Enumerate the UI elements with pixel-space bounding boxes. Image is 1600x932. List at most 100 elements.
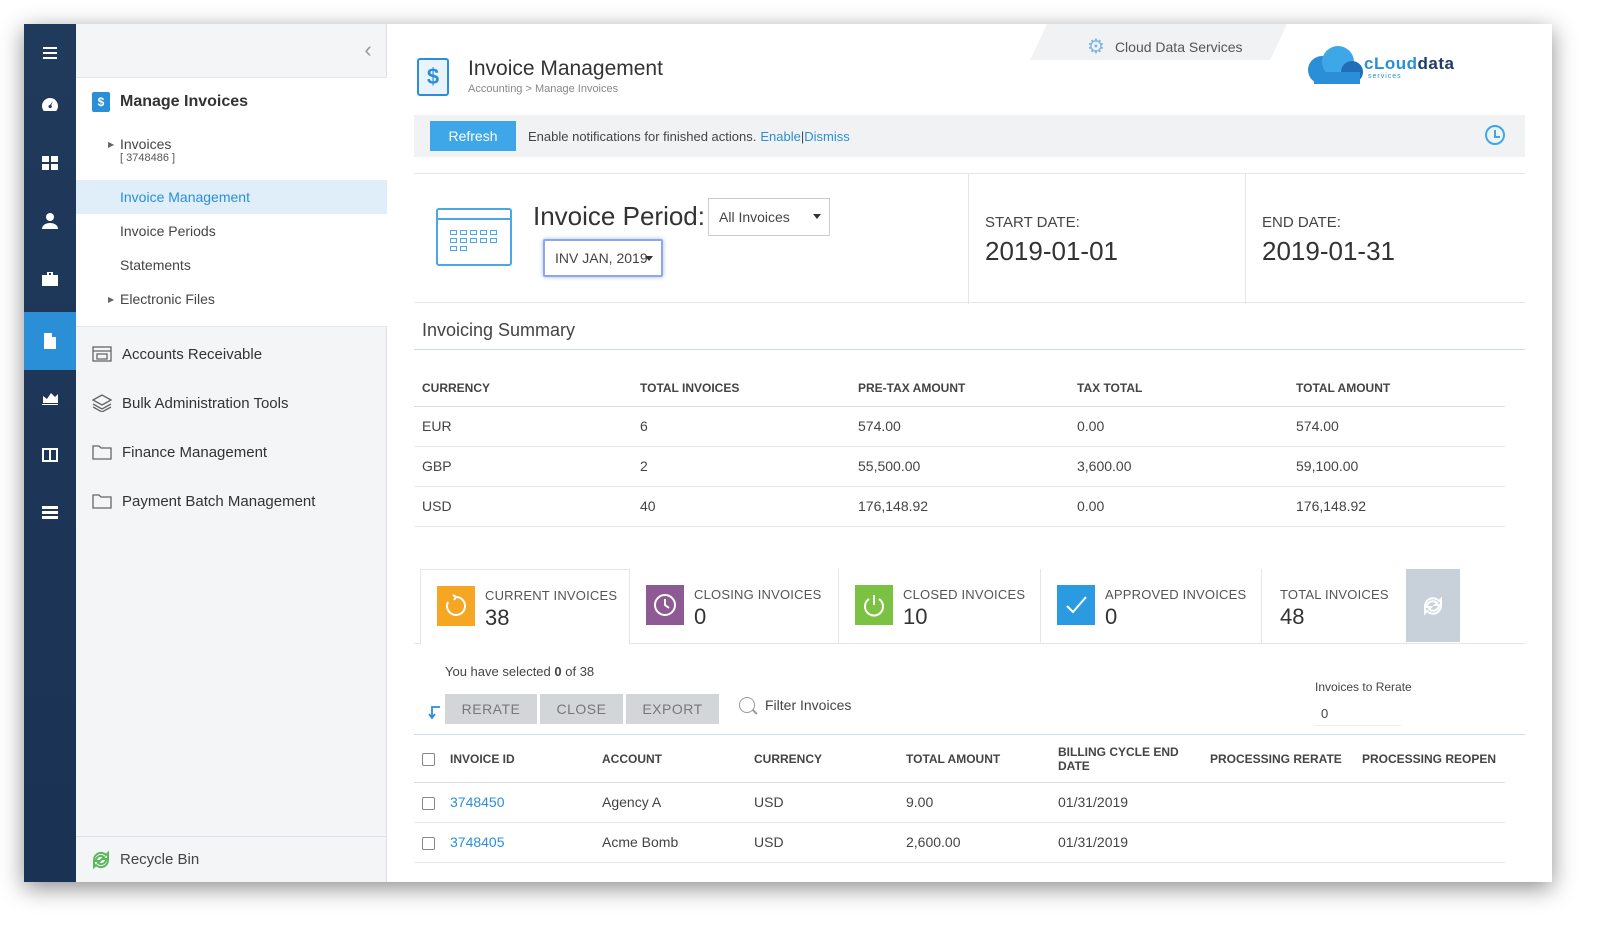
tab-total-invoices[interactable]: TOTAL INVOICES 48 xyxy=(1262,569,1406,644)
sidebar-item-label: Invoices xyxy=(120,136,172,152)
sidebar-item-invoice-management[interactable]: Invoice Management xyxy=(76,180,387,214)
tab-label: APPROVED INVOICES xyxy=(1105,587,1247,602)
sidebar-item-invoice-periods[interactable]: Invoice Periods xyxy=(76,214,387,248)
service-name: Cloud Data Services xyxy=(1114,38,1243,55)
invoice-status-tabs: CURRENT INVOICES 38 CLOSING INVOICES 0 xyxy=(414,569,1525,645)
folder-icon xyxy=(92,494,112,509)
refresh-button[interactable]: Refresh xyxy=(430,121,516,151)
invoicing-summary-title: Invoicing Summary xyxy=(422,320,576,340)
table-cell: 574.00 xyxy=(850,406,1069,447)
selection-count: 0 xyxy=(554,664,562,679)
service-selector[interactable]: ⚙ Cloud Data Services xyxy=(1087,34,1243,59)
selection-suffix: of 38 xyxy=(561,664,595,679)
tab-closing-invoices[interactable]: CLOSING INVOICES 0 xyxy=(630,569,839,644)
server-icon[interactable] xyxy=(24,484,76,542)
row-checkbox[interactable] xyxy=(422,836,435,850)
check-icon xyxy=(1057,585,1095,625)
invoicing-summary-table: CURRENCY TOTAL INVOICES PRE-TAX AMOUNT T… xyxy=(414,370,1505,527)
caret-right-icon: ▶ xyxy=(108,294,115,304)
calendar-icon xyxy=(436,208,512,266)
history-icon[interactable] xyxy=(1485,125,1505,145)
divider xyxy=(414,349,1525,350)
table-cell: 55,500.00 xyxy=(850,446,1069,487)
ledger-icon xyxy=(92,346,112,362)
tab-count: 10 xyxy=(903,604,928,629)
notification-text: Enable notifications for finished action… xyxy=(528,128,757,144)
invoice-filter-value: All Invoices xyxy=(719,209,790,225)
clock-icon xyxy=(646,585,684,625)
invoice-id-link[interactable]: 3748450 xyxy=(450,782,602,823)
sidebar-item-label: Accounts Receivable xyxy=(122,345,263,363)
sidebar-item-label: Payment Batch Management xyxy=(122,492,316,510)
grid-icon[interactable] xyxy=(24,134,76,192)
sidebar-item-statements[interactable]: Statements xyxy=(76,248,387,282)
table-row: EUR 6 574.00 0.00 574.00 xyxy=(414,406,1505,447)
column-header: PROCESSING REOPEN xyxy=(1362,736,1505,783)
briefcase-icon[interactable] xyxy=(24,250,76,308)
tab-closed-invoices[interactable]: CLOSED INVOICES 10 xyxy=(839,569,1041,644)
caret-right-icon: ▶ xyxy=(108,140,115,149)
filter-invoices-input[interactable]: Filter Invoices xyxy=(739,697,851,713)
collapse-sidebar-icon[interactable]: ‹ xyxy=(364,37,372,62)
recycle-icon xyxy=(92,850,110,869)
tab-count: 38 xyxy=(485,605,510,630)
invoice-id-link[interactable]: 3748405 xyxy=(450,822,602,863)
sidebar-item-bulk-administration-tools[interactable]: Bulk Administration Tools xyxy=(92,388,288,418)
logo-subtext: services xyxy=(1368,73,1402,80)
dashboard-icon[interactable] xyxy=(24,76,76,134)
menu-icon[interactable] xyxy=(24,24,76,82)
down-arrow-icon[interactable] xyxy=(427,704,441,720)
table-cell: 176,148.92 xyxy=(1288,486,1505,527)
sidebar: ‹ $ Manage Invoices ▶ Invoices [ 3748486… xyxy=(76,24,387,882)
export-button[interactable]: EXPORT xyxy=(626,694,719,724)
end-date-panel: END DATE: 2019-01-31 xyxy=(1245,174,1525,304)
sidebar-item-accounts-receivable[interactable]: Accounts Receivable xyxy=(92,339,262,369)
table-cell xyxy=(1210,822,1362,863)
tab-current-invoices[interactable]: CURRENT INVOICES 38 xyxy=(420,569,630,645)
enable-link[interactable]: Enable xyxy=(760,128,801,144)
columns-icon[interactable] xyxy=(24,426,76,484)
user-icon[interactable] xyxy=(24,192,76,250)
page-title: Invoice Management xyxy=(468,57,663,80)
invoice-period-select[interactable]: INV JAN, 2019 xyxy=(543,239,663,277)
sidebar-item-finance-management[interactable]: Finance Management xyxy=(92,437,267,467)
table-header-row: CURRENCY TOTAL INVOICES PRE-TAX AMOUNT T… xyxy=(414,370,1505,407)
select-all-checkbox[interactable] xyxy=(422,752,435,766)
recycle-bin-button[interactable]: Recycle Bin xyxy=(76,836,387,882)
power-icon xyxy=(855,585,893,625)
table-cell: 2 xyxy=(632,446,850,487)
table-cell: 176,148.92 xyxy=(850,486,1069,527)
invoices-to-rerate-label: Invoices to Rerate xyxy=(1315,680,1412,694)
invoice-dollar-icon: $ xyxy=(417,58,449,96)
tab-approved-invoices[interactable]: APPROVED INVOICES 0 xyxy=(1041,569,1262,644)
caret-down-icon xyxy=(813,214,821,219)
sidebar-item-payment-batch-management[interactable]: Payment Batch Management xyxy=(92,486,315,516)
row-checkbox[interactable] xyxy=(422,796,435,810)
table-cell: 6 xyxy=(632,406,850,447)
invoices-to-rerate-input[interactable] xyxy=(1315,702,1401,726)
column-header: ACCOUNT xyxy=(602,736,754,783)
column-header: PRE-TAX AMOUNT xyxy=(850,370,1069,407)
rerate-button[interactable]: RERATE xyxy=(445,694,537,724)
main-content: $ Invoice Management Accounting > Manage… xyxy=(387,24,1552,882)
reload-tabs-button[interactable] xyxy=(1406,569,1460,642)
tab-label: CLOSED INVOICES xyxy=(903,587,1026,602)
column-header: TAX TOTAL xyxy=(1069,370,1288,407)
document-icon[interactable] xyxy=(24,312,76,370)
start-date-panel: START DATE: 2019-01-01 xyxy=(968,174,1245,304)
table-cell: 9.00 xyxy=(906,782,1058,823)
table-cell: USD xyxy=(414,486,632,527)
company-logo: cLouddata services xyxy=(1302,42,1472,86)
table-header-row: INVOICE ID ACCOUNT CURRENCY TOTAL AMOUNT… xyxy=(414,736,1505,783)
search-icon xyxy=(739,697,755,713)
invoice-filter-select[interactable]: All Invoices xyxy=(708,198,830,236)
dismiss-link[interactable]: Dismiss xyxy=(804,128,850,144)
column-header: CURRENCY xyxy=(754,736,906,783)
sidebar-item-electronic-files[interactable]: ▶ Electronic Files xyxy=(76,282,387,316)
close-button[interactable]: CLOSE xyxy=(540,694,623,724)
app-window: ‹ $ Manage Invoices ▶ Invoices [ 3748486… xyxy=(24,24,1552,882)
chart-icon[interactable] xyxy=(24,368,76,426)
sidebar-item-invoices[interactable]: ▶ Invoices [ 3748486 ] xyxy=(76,130,387,170)
sidebar-item-label: Invoice Management xyxy=(120,189,250,205)
tab-count: 0 xyxy=(694,604,707,629)
